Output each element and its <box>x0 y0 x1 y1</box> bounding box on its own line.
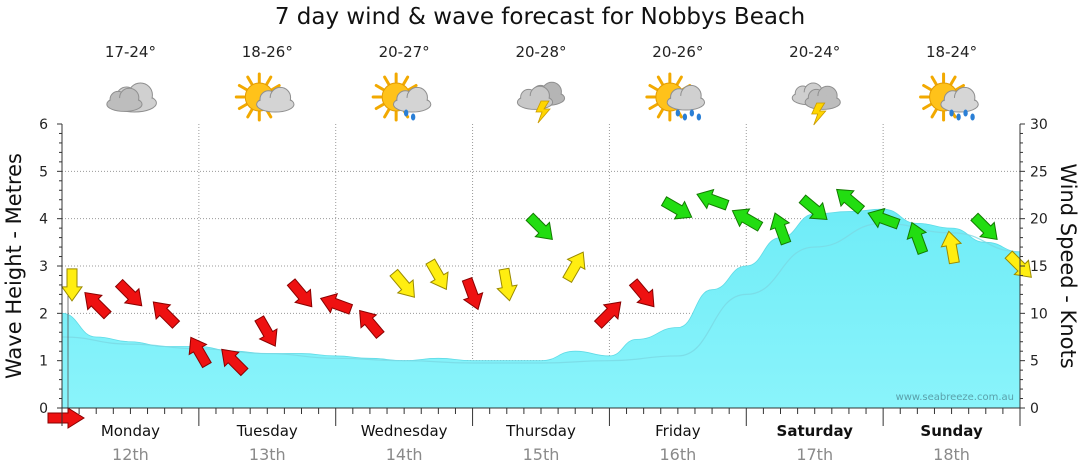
day-temperature: 20-26° <box>652 43 703 61</box>
right-tick-label: 20 <box>1030 212 1048 228</box>
wind-arrow <box>359 309 385 339</box>
right-tick-label: 15 <box>1030 259 1048 275</box>
wind-arrow <box>389 268 415 298</box>
wind-arrow <box>286 278 313 308</box>
wind-arrow <box>628 278 655 308</box>
left-tick-label: 0 <box>39 401 48 417</box>
wind-arrow <box>940 230 963 265</box>
rain-icon <box>645 72 706 122</box>
day-name-label: Tuesday <box>236 422 298 440</box>
wind-arrow <box>867 207 901 230</box>
day-name-label: Sunday <box>920 422 983 440</box>
wind-arrow <box>319 293 354 315</box>
day-date-label: 13th <box>249 445 286 464</box>
wind-arrow <box>562 251 586 284</box>
chart-title: 7 day wind & wave forecast for Nobbys Be… <box>274 4 806 30</box>
wind-arrow <box>769 212 792 246</box>
wind-arrow <box>461 277 484 311</box>
day-name-label: Friday <box>655 422 701 440</box>
wind-arrow <box>970 212 998 241</box>
wind-arrow <box>525 212 553 241</box>
day-name-label: Thursday <box>505 422 576 440</box>
day-date-label: 17th <box>796 445 833 464</box>
wind-arrow <box>731 208 764 232</box>
right-tick-label: 5 <box>1030 354 1039 370</box>
left-tick-label: 3 <box>39 259 48 275</box>
wind-arrow <box>114 278 143 307</box>
day-date-label: 14th <box>386 445 423 464</box>
wind-arrow <box>152 301 181 329</box>
day-temperature: 20-27° <box>379 43 430 61</box>
day-date-label: 12th <box>112 445 149 464</box>
wind-arrow <box>425 258 449 291</box>
wind-arrow <box>61 268 83 302</box>
right-axis-title: Wind Speed - Knots <box>1056 163 1080 368</box>
left-tick-label: 1 <box>39 354 48 370</box>
day-temperature: 20-28° <box>515 43 566 61</box>
left-tick-label: 4 <box>39 212 48 228</box>
thunderstorm-icon <box>516 81 566 124</box>
day-name-label: Monday <box>101 422 160 440</box>
right-tick-label: 25 <box>1030 164 1048 180</box>
wind-arrow <box>188 336 212 369</box>
partly-cloudy-sun-icon <box>234 72 295 122</box>
wind-arrow <box>836 188 866 215</box>
day-date-label: 16th <box>659 445 696 464</box>
left-tick-label: 6 <box>39 117 48 133</box>
start-marker-arrow <box>47 407 85 429</box>
right-tick-label: 30 <box>1030 117 1048 133</box>
wind-arrow <box>798 194 828 221</box>
left-axis-title: Wave Height - Metres <box>2 153 26 379</box>
sun-showers-icon <box>371 72 432 122</box>
wind-arrow <box>254 315 278 347</box>
day-temperature: 18-24° <box>926 43 977 61</box>
wind-arrow <box>906 221 929 255</box>
day-temperature: 20-24° <box>789 43 840 61</box>
day-date-label: 18th <box>933 445 970 464</box>
right-tick-label: 10 <box>1030 306 1048 322</box>
watermark-text: www.seabreeze.com.au <box>896 392 1014 403</box>
left-tick-label: 2 <box>39 306 48 322</box>
day-name-label: Saturday <box>777 422 854 440</box>
cloudy-icon <box>106 82 157 113</box>
left-tick-label: 5 <box>39 164 48 180</box>
wind-arrow <box>221 348 249 377</box>
wind-arrow <box>696 188 730 211</box>
wind-arrow <box>496 267 518 302</box>
sun-rain-icon <box>919 72 979 122</box>
wave-height-area <box>61 208 1021 409</box>
right-tick-label: 0 <box>1030 401 1039 417</box>
day-name-label: Wednesday <box>361 422 448 440</box>
day-temperature: 18-26° <box>242 43 293 61</box>
wind-arrow <box>84 291 112 320</box>
day-temperature: 17-24° <box>105 43 156 61</box>
storm-sun-icon <box>791 82 841 126</box>
day-date-label: 15th <box>523 445 560 464</box>
wind-arrow <box>660 196 693 220</box>
wind-arrow <box>593 301 622 329</box>
